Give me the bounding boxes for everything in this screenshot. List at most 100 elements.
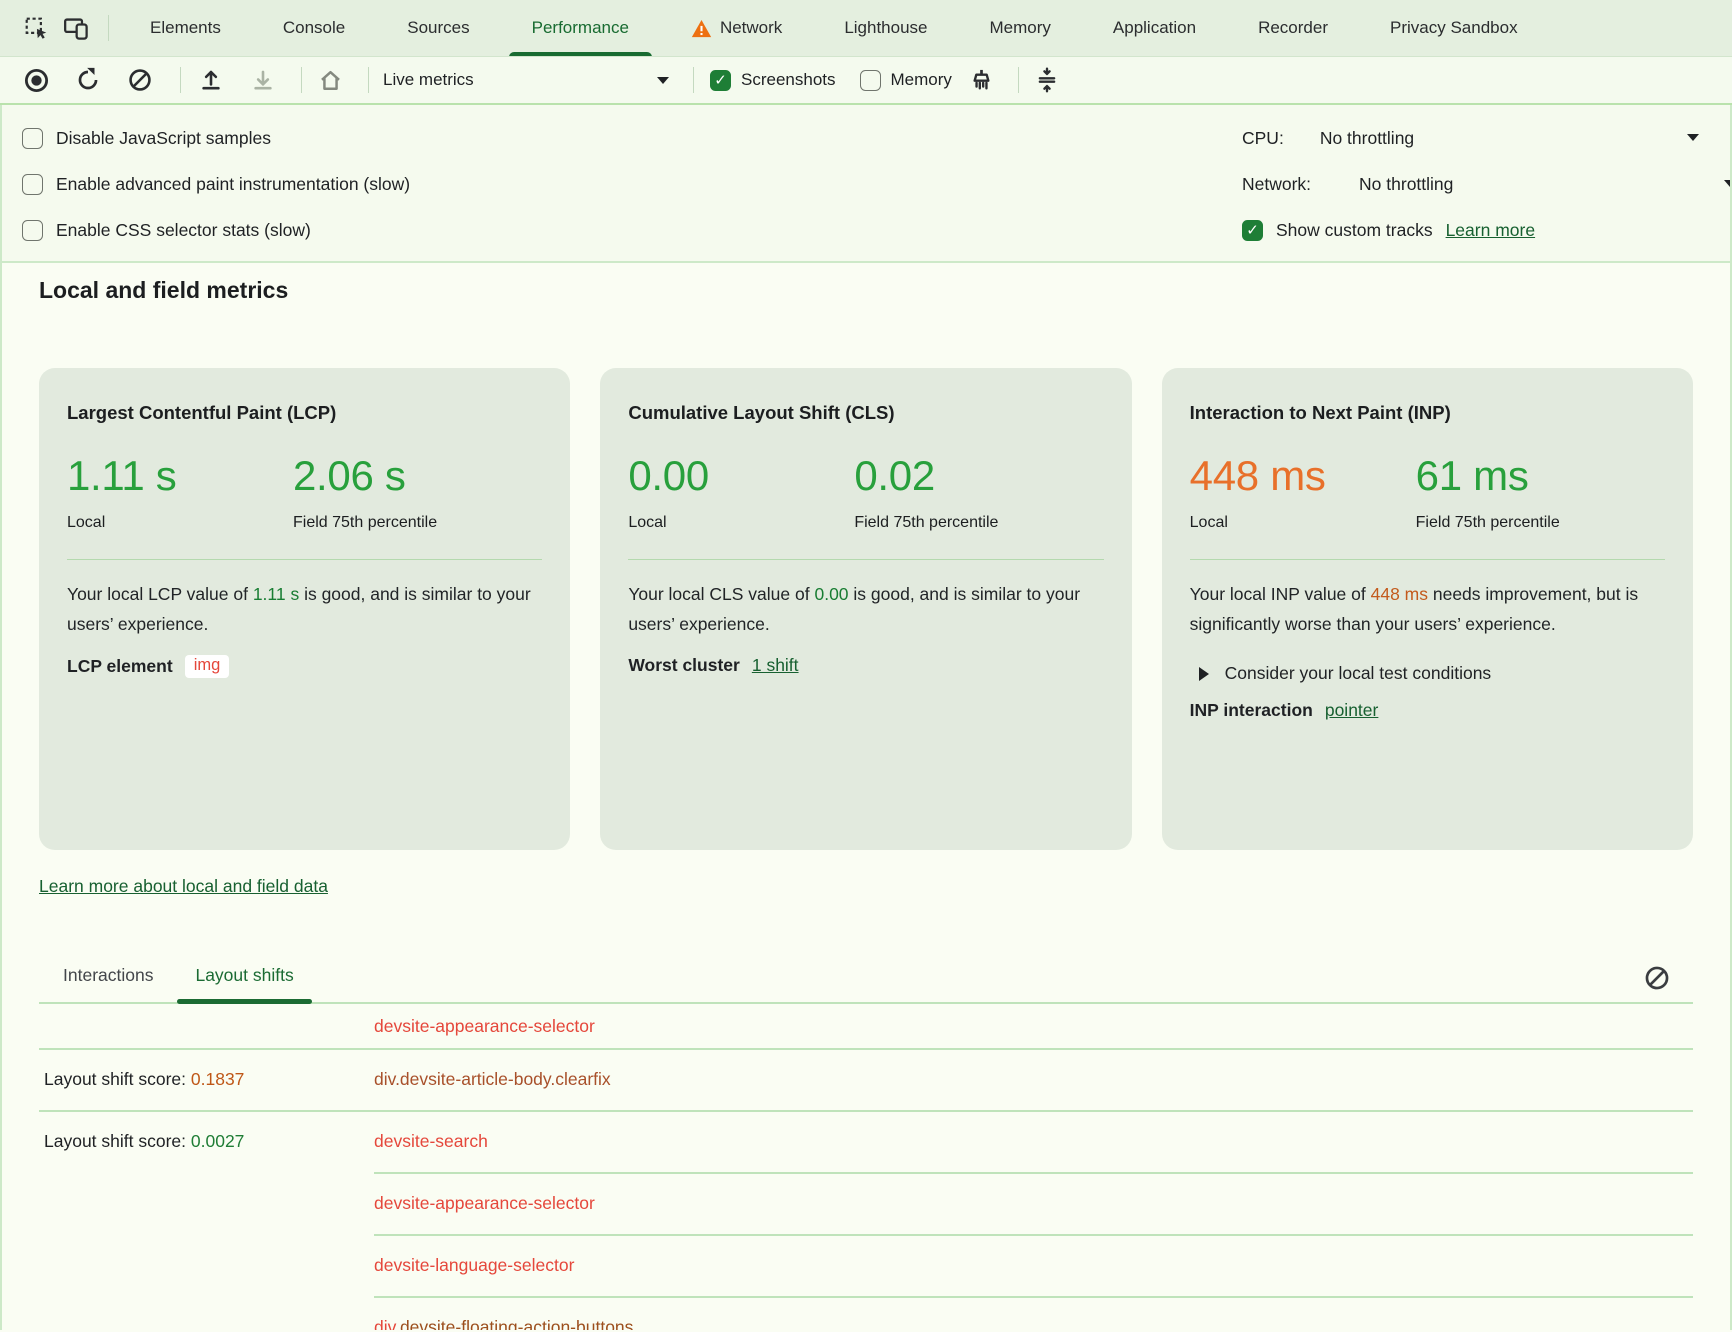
lcp-field-value: 2.06 s [293, 452, 406, 499]
live-metrics-select[interactable]: Live metrics [383, 70, 683, 90]
clear-log-icon[interactable] [1643, 964, 1671, 992]
chevron-down-icon [1687, 134, 1699, 141]
option-disable-js-samples[interactable]: Disable JavaScript samples [2, 115, 1730, 161]
live-metrics-log-nav: Interactions Layout shifts [39, 940, 1693, 1004]
cpu-label: CPU: [1242, 127, 1284, 148]
tree-expander-icon [1198, 666, 1209, 681]
local-label: Local [628, 514, 667, 531]
inspect-cursor-icon[interactable] [18, 10, 54, 46]
tab-memory[interactable]: Memory [989, 18, 1051, 37]
checkbox[interactable] [22, 127, 43, 149]
inp-local-value: 448 ms [1189, 452, 1326, 499]
network-throttling-select[interactable]: Network: No throttling [1242, 161, 1730, 207]
device-toolbar-icon[interactable] [58, 10, 94, 46]
lcp-element-node-link[interactable]: img [184, 655, 230, 678]
tab-network[interactable]: Network [660, 0, 813, 56]
home-icon[interactable] [316, 66, 344, 94]
checkbox[interactable] [710, 69, 731, 91]
layout-shift-row: Layout shift score: 0.0027 devsite-search [39, 1110, 1693, 1172]
card-title: Largest Contentful Paint (LCP) [67, 402, 337, 423]
custom-tracks-learn-more-link[interactable]: Learn more [1445, 219, 1536, 240]
divider [67, 559, 543, 560]
chevron-down-icon [1724, 180, 1730, 187]
custom-tracks-label: Show custom tracks [1276, 219, 1433, 240]
tab-application[interactable]: Application [1112, 18, 1197, 37]
divider [301, 67, 302, 93]
live-metrics-label: Live metrics [383, 70, 474, 89]
memory-checkbox[interactable]: Memory [859, 69, 952, 91]
divider [628, 559, 1104, 560]
option-css-selector-stats[interactable]: Enable CSS selector stats (slow) [2, 207, 1730, 253]
tab-console[interactable]: Console [282, 18, 346, 37]
layout-shift-row: devsite-language-selector [39, 1234, 1693, 1296]
layout-shift-element-node-link[interactable]: div.devsite-floating-action-buttons [374, 1316, 634, 1331]
garbage-collect-brush-icon[interactable] [968, 66, 996, 94]
tab-lighthouse[interactable]: Lighthouse [844, 18, 928, 37]
capture-options: Disable JavaScript samples Enable advanc… [2, 105, 1730, 263]
tab-interactions[interactable]: Interactions [63, 965, 154, 985]
option-label: Enable CSS selector stats (slow) [56, 219, 311, 240]
inp-interaction-label: INP interaction [1189, 700, 1313, 720]
inp-interaction-link[interactable]: pointer [1324, 700, 1379, 720]
tab-recorder[interactable]: Recorder [1258, 18, 1328, 37]
screenshots-checkbox[interactable]: Screenshots [710, 69, 836, 91]
checkbox[interactable] [22, 173, 43, 195]
layout-shift-element-node-link[interactable]: devsite-language-selector [374, 1254, 575, 1275]
throttling-options: CPU: No throttling Network: No throttlin… [1242, 115, 1730, 253]
option-label: Enable advanced paint instrumentation (s… [56, 173, 411, 194]
option-label: Disable JavaScript samples [56, 127, 271, 148]
lcp-local-value: 1.11 s [67, 452, 177, 499]
layout-shift-row: devsite-appearance-selector [39, 1172, 1693, 1234]
lcp-description: Your local LCP value of 1.11 s is good, … [67, 584, 531, 634]
tab-layout-shifts[interactable]: Layout shifts [177, 965, 312, 1004]
checkbox[interactable] [22, 219, 43, 241]
layout-shift-score: Layout shift score: 0.1837 [44, 1068, 245, 1089]
inp-description: Your local INP value of 448 ms needs imp… [1189, 584, 1639, 634]
reload-icon[interactable] [74, 66, 102, 94]
tab-elements[interactable]: Elements [150, 18, 221, 37]
download-profile-icon[interactable] [249, 66, 277, 94]
layout-shift-rows: devsite-appearance-selector Layout shift … [39, 1004, 1693, 1330]
devtools-tabbar: Elements Console Sources Performance Net… [0, 0, 1732, 57]
tab-privacy-sandbox[interactable]: Privacy Sandbox [1390, 18, 1518, 37]
layout-shift-element-node-link[interactable]: devsite-appearance-selector [374, 1015, 595, 1036]
screenshots-label: Screenshots [741, 70, 836, 89]
option-advanced-paint[interactable]: Enable advanced paint instrumentation (s… [2, 161, 1730, 207]
layout-shift-row: devsite-appearance-selector [39, 1004, 1693, 1048]
lcp-element-label: LCP element [67, 656, 173, 676]
local-test-conditions-expander[interactable]: Consider your local test conditions [1190, 663, 1665, 684]
divider [693, 67, 694, 93]
upload-profile-icon[interactable] [197, 66, 225, 94]
field-label: Field 75th percentile [1415, 514, 1560, 531]
cpu-throttling-select[interactable]: CPU: No throttling [1242, 115, 1730, 161]
clear-icon[interactable] [126, 66, 154, 94]
worst-cluster-link[interactable]: 1 shift [751, 655, 799, 675]
checkbox[interactable] [1242, 219, 1263, 241]
local-label: Local [67, 514, 106, 531]
tab-sources[interactable]: Sources [407, 18, 470, 37]
divider [108, 15, 109, 41]
divider [368, 67, 369, 93]
local-field-data-learn-more-link[interactable]: Learn more about local and field data [39, 876, 328, 896]
layout-shift-element-node-link[interactable]: div.devsite-article-body.clearfix [374, 1068, 611, 1089]
card-title: Interaction to Next Paint (INP) [1189, 402, 1451, 423]
performance-toolbar: Live metrics Screenshots Memory [0, 57, 1732, 105]
network-label: Network: [1242, 173, 1312, 194]
field-label: Field 75th percentile [293, 514, 438, 531]
checkbox[interactable] [859, 69, 881, 91]
cls-description: Your local CLS value of 0.00 is good, an… [628, 584, 1081, 634]
inp-field-value: 61 ms [1415, 452, 1529, 499]
memory-label: Memory [890, 70, 952, 89]
tab-performance[interactable]: Performance [501, 0, 660, 56]
record-icon[interactable] [22, 66, 50, 94]
chevron-down-icon [657, 76, 669, 84]
layout-shift-element-node-link[interactable]: devsite-appearance-selector [374, 1192, 595, 1213]
field-label: Field 75th percentile [854, 514, 999, 531]
divider [180, 67, 181, 93]
warning-triangle-icon [691, 19, 712, 38]
divider [1189, 559, 1665, 560]
collapse-live-metrics-icon[interactable] [1033, 66, 1061, 94]
cpu-value: No throttling [1319, 127, 1415, 148]
layout-shift-element-node-link[interactable]: devsite-search [374, 1130, 488, 1151]
show-custom-tracks-checkbox[interactable]: Show custom tracks Learn more [1242, 207, 1730, 253]
